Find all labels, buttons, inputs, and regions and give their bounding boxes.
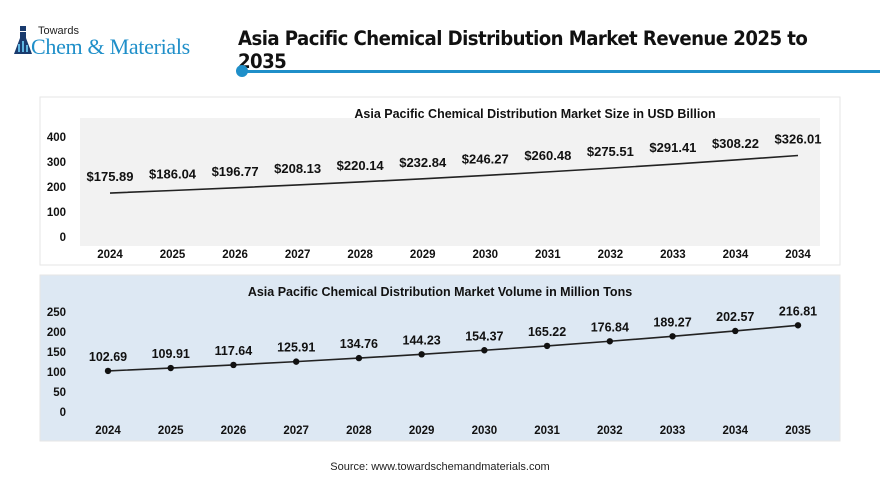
x-tick-label: 2025 — [160, 249, 186, 261]
x-tick-label: 2028 — [347, 249, 373, 261]
x-tick-label: 2029 — [409, 425, 435, 437]
x-tick-label: 2032 — [597, 425, 623, 437]
chart-title: Asia Pacific Chemical Distribution Marke… — [248, 285, 632, 299]
divider-dot — [236, 65, 248, 77]
x-tick-label: 2027 — [285, 249, 311, 261]
logo-text-small: Towards — [38, 25, 79, 37]
data-label: $208.13 — [274, 161, 321, 176]
source-text: Source: www.towardschemandmaterials.com — [330, 461, 550, 473]
x-tick-label: 2026 — [222, 249, 248, 261]
data-point — [732, 327, 739, 335]
x-tick-label: 2031 — [535, 249, 561, 261]
y-tick-label: 150 — [47, 347, 66, 359]
x-tick-label: 2032 — [598, 249, 624, 261]
data-label: $232.84 — [399, 155, 447, 170]
data-label: $246.27 — [462, 151, 509, 166]
data-point — [230, 361, 237, 369]
data-label: $260.48 — [524, 148, 571, 163]
page-title: Asia Pacific Chemical Distribution Marke… — [238, 27, 808, 73]
x-tick-label: 2033 — [660, 249, 686, 261]
data-label: 102.69 — [89, 350, 127, 364]
y-tick-label: 100 — [47, 367, 66, 379]
x-tick-label: 2024 — [95, 425, 121, 437]
data-label: 144.23 — [403, 333, 441, 347]
data-point — [794, 322, 802, 329]
data-point — [669, 333, 676, 340]
data-label: 154.37 — [465, 329, 503, 343]
data-label: $175.89 — [87, 169, 134, 184]
x-tick-label: 2027 — [283, 425, 309, 437]
x-tick-label: 2026 — [221, 425, 247, 437]
y-tick-label: 100 — [47, 207, 66, 219]
data-label: 165.22 — [528, 325, 566, 339]
y-tick-label: 0 — [60, 232, 66, 244]
x-tick-label: 2034 — [723, 249, 749, 261]
y-tick-label: 50 — [53, 387, 66, 399]
chart-2: Asia Pacific Chemical Distribution Marke… — [39, 274, 841, 442]
chart-panel — [39, 274, 841, 442]
x-tick-label: 2033 — [660, 425, 686, 437]
data-point — [418, 351, 425, 358]
chart-title: Asia Pacific Chemical Distribution Marke… — [354, 107, 715, 121]
x-tick-label: 2024 — [97, 249, 123, 261]
data-label: 176.84 — [591, 320, 629, 334]
data-point — [104, 367, 112, 375]
x-tick-label: 2025 — [158, 425, 184, 437]
x-tick-label: 2034 — [722, 425, 748, 437]
data-label: $326.01 — [775, 131, 822, 146]
data-label: $275.51 — [587, 144, 634, 159]
x-tick-label: 2035 — [785, 425, 811, 437]
data-label: 125.91 — [277, 341, 315, 355]
data-point — [481, 347, 488, 354]
x-tick-label: 2030 — [472, 425, 498, 437]
y-tick-label: 200 — [47, 182, 66, 194]
data-label: $291.41 — [649, 140, 696, 155]
data-label: 109.91 — [152, 347, 190, 361]
title-divider — [242, 70, 880, 73]
y-tick-label: 0 — [60, 407, 66, 419]
y-tick-label: 250 — [47, 307, 66, 319]
chart-1: Asia Pacific Chemical Distribution Marke… — [39, 96, 841, 266]
series-line — [109, 154, 799, 194]
data-label: 216.81 — [779, 304, 817, 318]
x-tick-label: 2034 — [785, 249, 811, 261]
data-label: 202.57 — [716, 310, 754, 324]
x-tick-label: 2031 — [534, 425, 560, 437]
data-label: $196.77 — [212, 164, 259, 179]
data-label: $308.22 — [712, 136, 759, 151]
data-label: 189.27 — [653, 315, 691, 329]
data-point — [292, 358, 300, 365]
logo-text-main: Chem & Materials — [31, 34, 190, 59]
data-point — [543, 342, 551, 350]
data-label: $220.14 — [337, 158, 385, 173]
data-point — [355, 354, 363, 362]
y-tick-label: 400 — [47, 132, 66, 144]
y-tick-label: 200 — [47, 327, 66, 339]
y-tick-label: 300 — [47, 157, 66, 169]
x-tick-label: 2029 — [410, 249, 436, 261]
data-point — [606, 338, 614, 345]
x-tick-label: 2028 — [346, 425, 372, 437]
plot-area — [80, 118, 820, 246]
flask-logo-icon — [14, 26, 32, 54]
data-label: $186.04 — [149, 166, 197, 181]
data-label: 117.64 — [215, 344, 253, 358]
x-tick-label: 2030 — [472, 249, 498, 261]
series-line — [107, 324, 799, 372]
data-point — [167, 364, 174, 372]
data-label: 134.76 — [340, 337, 378, 351]
